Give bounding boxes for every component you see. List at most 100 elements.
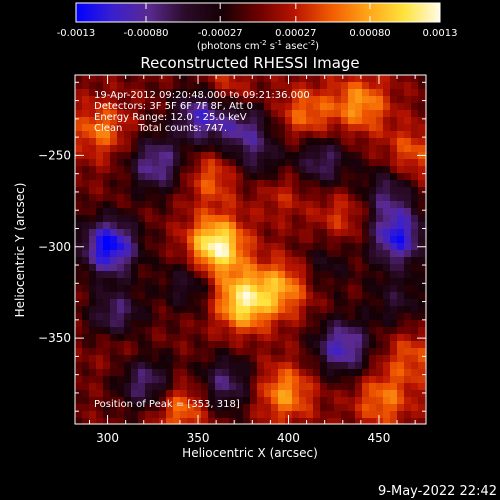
heatmap-cell: [334, 383, 342, 391]
heatmap-cell: [390, 229, 398, 237]
heatmap-cell: [418, 355, 426, 363]
heatmap-cell: [82, 418, 90, 425]
heatmap-cell: [187, 138, 195, 146]
heatmap-cell: [334, 411, 342, 419]
heatmap-cell: [145, 278, 153, 286]
heatmap-cell: [145, 397, 153, 405]
heatmap-cell: [222, 96, 230, 104]
heatmap-cell: [306, 411, 314, 419]
heatmap-cell: [327, 341, 335, 349]
heatmap-cell: [299, 215, 307, 223]
heatmap-cell: [264, 383, 272, 391]
heatmap-cell: [166, 222, 174, 230]
heatmap-cell: [103, 292, 111, 300]
heatmap-cell: [173, 215, 181, 223]
heatmap-cell: [320, 327, 328, 335]
heatmap-cell: [341, 222, 349, 230]
heatmap-cell: [229, 292, 237, 300]
heatmap-cell: [236, 390, 244, 398]
heatmap-cell: [362, 390, 370, 398]
heatmap-cell: [278, 229, 286, 237]
heatmap-cell: [96, 208, 104, 216]
heatmap-cell: [292, 208, 300, 216]
heatmap-cell: [236, 299, 244, 307]
heatmap-cell: [306, 96, 314, 104]
heatmap-cell: [180, 285, 188, 293]
heatmap-cell: [166, 313, 174, 321]
heatmap-cell: [208, 152, 216, 160]
heatmap-cell: [404, 411, 412, 419]
heatmap-cell: [390, 103, 398, 111]
heatmap-cell: [82, 117, 90, 125]
heatmap-cell: [82, 166, 90, 174]
heatmap-cell: [194, 138, 202, 146]
heatmap-cell: [278, 208, 286, 216]
heatmap-cell: [180, 348, 188, 356]
heatmap-cell: [110, 166, 118, 174]
heatmap-cell: [257, 362, 265, 370]
heatmap-cell: [313, 278, 321, 286]
heatmap-cell: [152, 390, 160, 398]
heatmap-cell: [404, 229, 412, 237]
heatmap-cell: [89, 320, 97, 328]
heatmap-cell: [376, 383, 384, 391]
heatmap-cell: [320, 264, 328, 272]
heatmap-cell: [159, 103, 167, 111]
heatmap-cell: [320, 271, 328, 279]
heatmap-cell: [397, 327, 405, 335]
heatmap-cell: [341, 264, 349, 272]
heatmap-cell: [418, 257, 426, 265]
heatmap-cell: [222, 355, 230, 363]
heatmap-cell: [341, 187, 349, 195]
heatmap-cell: [187, 348, 195, 356]
heatmap-cell: [369, 397, 377, 405]
heatmap-cell: [369, 201, 377, 209]
heatmap-cell: [376, 341, 384, 349]
heatmap-cell: [229, 152, 237, 160]
heatmap-cell: [341, 131, 349, 139]
heatmap-cell: [376, 292, 384, 300]
heatmap-cell: [271, 229, 279, 237]
heatmap-cell: [257, 306, 265, 314]
heatmap-cell: [362, 264, 370, 272]
heatmap-cell: [418, 117, 426, 125]
heatmap-cell: [362, 124, 370, 132]
heatmap-cell: [306, 306, 314, 314]
heatmap-cell: [411, 89, 419, 97]
heatmap-cell: [117, 334, 125, 342]
heatmap-cell: [285, 411, 293, 419]
heatmap-cell: [264, 201, 272, 209]
heatmap-cell: [110, 411, 118, 419]
heatmap-cell: [278, 278, 286, 286]
heatmap-cell: [383, 96, 391, 104]
heatmap-cell: [250, 89, 258, 97]
heatmap-cell: [159, 355, 167, 363]
heatmap-cell: [397, 376, 405, 384]
heatmap-cell: [376, 313, 384, 321]
heatmap-cell: [201, 103, 209, 111]
heatmap-cell: [124, 271, 132, 279]
heatmap-cell: [229, 201, 237, 209]
heatmap-cell: [334, 215, 342, 223]
heatmap-cell: [278, 215, 286, 223]
heatmap-cell: [138, 390, 146, 398]
heatmap-cell: [271, 117, 279, 125]
heatmap-cell: [250, 152, 258, 160]
heatmap-cell: [103, 376, 111, 384]
heatmap-cell: [404, 103, 412, 111]
heatmap-cell: [397, 103, 405, 111]
heatmap-cell: [110, 250, 118, 258]
heatmap-cell: [166, 110, 174, 118]
heatmap-cell: [96, 397, 104, 405]
heatmap-cell: [362, 159, 370, 167]
heatmap-cell: [82, 89, 90, 97]
heatmap-cell: [334, 131, 342, 139]
heatmap-cell: [250, 208, 258, 216]
heatmap-cell: [411, 82, 419, 90]
heatmap-cell: [418, 362, 426, 370]
heatmap-cell: [271, 124, 279, 132]
heatmap-cell: [131, 152, 139, 160]
heatmap-cell: [222, 257, 230, 265]
heatmap-cell: [215, 369, 223, 377]
heatmap-cell: [152, 180, 160, 188]
